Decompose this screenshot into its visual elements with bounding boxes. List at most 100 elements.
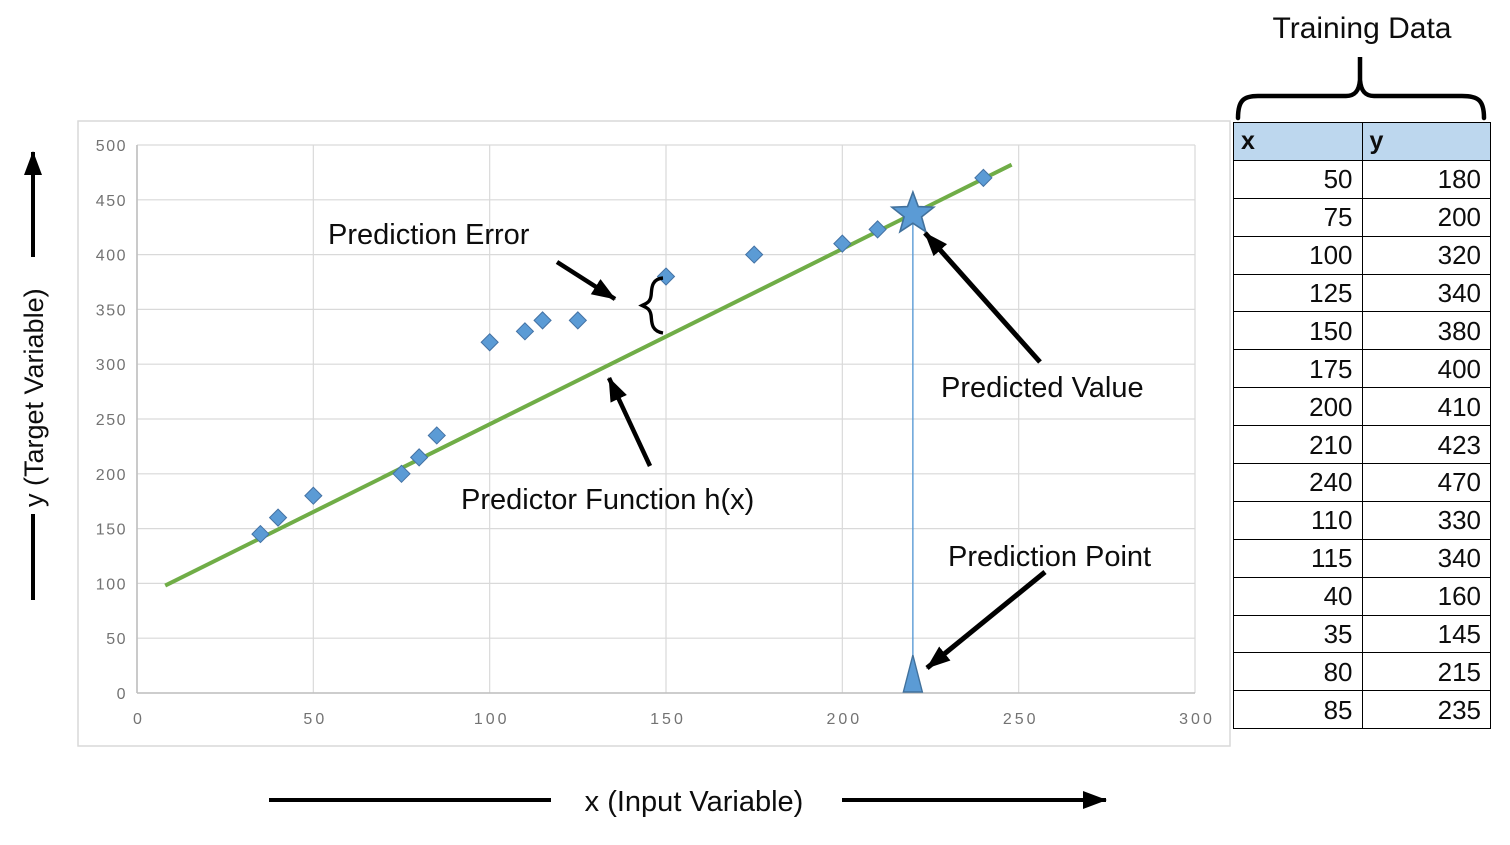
x-tick-label: 50 [303,711,327,728]
y-cell: 215 [1361,652,1491,692]
table-row: 85 235 [1233,690,1491,730]
column-header-y: y [1361,122,1491,161]
data-point [568,311,588,330]
data-point [392,464,411,484]
y-cell: 380 [1361,311,1491,351]
table-row: 115 340 [1233,538,1491,578]
y-cell: 200 [1361,197,1491,237]
y-tick-label: 0 [117,686,127,703]
y-cell: 400 [1361,349,1491,389]
data-point [268,508,288,527]
y-tick-label: 300 [96,357,127,374]
x-tick-label: 200 [826,711,862,728]
table-row: 50 180 [1233,159,1491,199]
table-row: 150 380 [1233,311,1491,351]
annotation-prediction-error: Prediction Error [328,219,530,251]
y-axis-label: y (Target Variable) [19,288,49,507]
data-point [833,234,852,253]
table-row: 125 340 [1233,273,1491,313]
table-row: 175 400 [1233,349,1491,389]
x-tick-label: 150 [650,711,686,728]
table-row: 200 410 [1233,387,1491,427]
table-header: x y [1233,122,1491,161]
x-tick-label: 0 [133,711,145,728]
data-point [409,448,429,467]
predicted-value-arrow [923,231,1042,364]
predicted-value-star [889,189,936,234]
table-row: 75 200 [1233,197,1491,237]
x-cell: 115 [1233,538,1363,578]
x-cell: 75 [1233,197,1363,237]
column-header-x: x [1233,122,1363,161]
x-cell: 50 [1233,159,1363,199]
x-cell: 125 [1233,273,1363,313]
y-cell: 180 [1361,159,1491,199]
annotation-predicted-value: Predicted Value [941,372,1144,404]
y-cell: 423 [1361,425,1491,465]
table-row: 110 330 [1233,500,1491,540]
data-point [974,168,993,188]
table-row: 210 423 [1233,425,1491,465]
prediction-error-brace-icon [638,276,664,335]
data-point [533,311,552,330]
y-tick-label: 350 [96,302,127,319]
x-tick-label: 300 [1179,711,1215,728]
x-cell: 100 [1233,235,1363,275]
predictor-line [164,162,1013,588]
data-point [480,333,499,352]
table-row: 40 160 [1233,576,1491,616]
table-row: 240 470 [1233,463,1491,502]
chart-border [77,120,1231,747]
y-cell: 160 [1361,576,1491,616]
y-tick-label: 400 [96,248,127,265]
data-point [515,322,535,341]
annotation-predictor-function: Predictor Function h(x) [461,484,754,516]
x-cell: 200 [1233,387,1363,427]
x-cell: 85 [1233,690,1363,730]
brace-icon [1235,57,1487,121]
table-body: 50 180 75 200 100 320 125 340 150 380 175 400 200 410… [1233,159,1491,730]
prediction-error-arrow [555,260,617,301]
data-point [304,486,323,505]
x-cell: 150 [1233,311,1363,351]
data-point [427,426,446,445]
predictor-function-arrow [606,377,653,467]
y-cell: 145 [1361,614,1491,654]
y-cell: 410 [1361,387,1491,427]
data-point [656,267,676,286]
table-row: 100 320 [1233,235,1491,275]
x-cell: 40 [1233,576,1363,616]
prediction-point-arrow [925,570,1047,670]
y-tick-label: 450 [96,193,127,210]
y-tick-label: 200 [96,467,127,484]
y-cell: 235 [1361,690,1491,730]
y-tick-label: 100 [96,576,127,593]
x-cell: 80 [1233,652,1363,692]
y-cell: 340 [1361,273,1491,313]
training-data-title: Training Data [1272,12,1452,45]
y-tick-label: 150 [96,522,127,539]
table-row: 35 145 [1233,614,1491,654]
data-point [251,524,270,544]
y-tick-label: 50 [106,631,127,648]
x-cell: 240 [1233,463,1363,502]
y-cell: 330 [1361,500,1491,540]
y-cell: 470 [1361,463,1491,502]
prediction-point-triangle [902,654,924,693]
annotation-prediction-point: Prediction Point [948,541,1151,573]
data-point [868,220,887,239]
table-row: 80 215 [1233,652,1491,692]
y-cell: 320 [1361,235,1491,275]
x-tick-label: 100 [474,711,510,728]
y-tick-label: 500 [96,138,127,155]
x-tick-label: 250 [1003,711,1039,728]
x-cell: 35 [1233,614,1363,654]
x-cell: 110 [1233,500,1363,540]
y-cell: 340 [1361,538,1491,578]
x-cell: 210 [1233,425,1363,465]
data-point [744,245,764,264]
x-cell: 175 [1233,349,1363,389]
table-overbrace-path [1235,57,1487,121]
